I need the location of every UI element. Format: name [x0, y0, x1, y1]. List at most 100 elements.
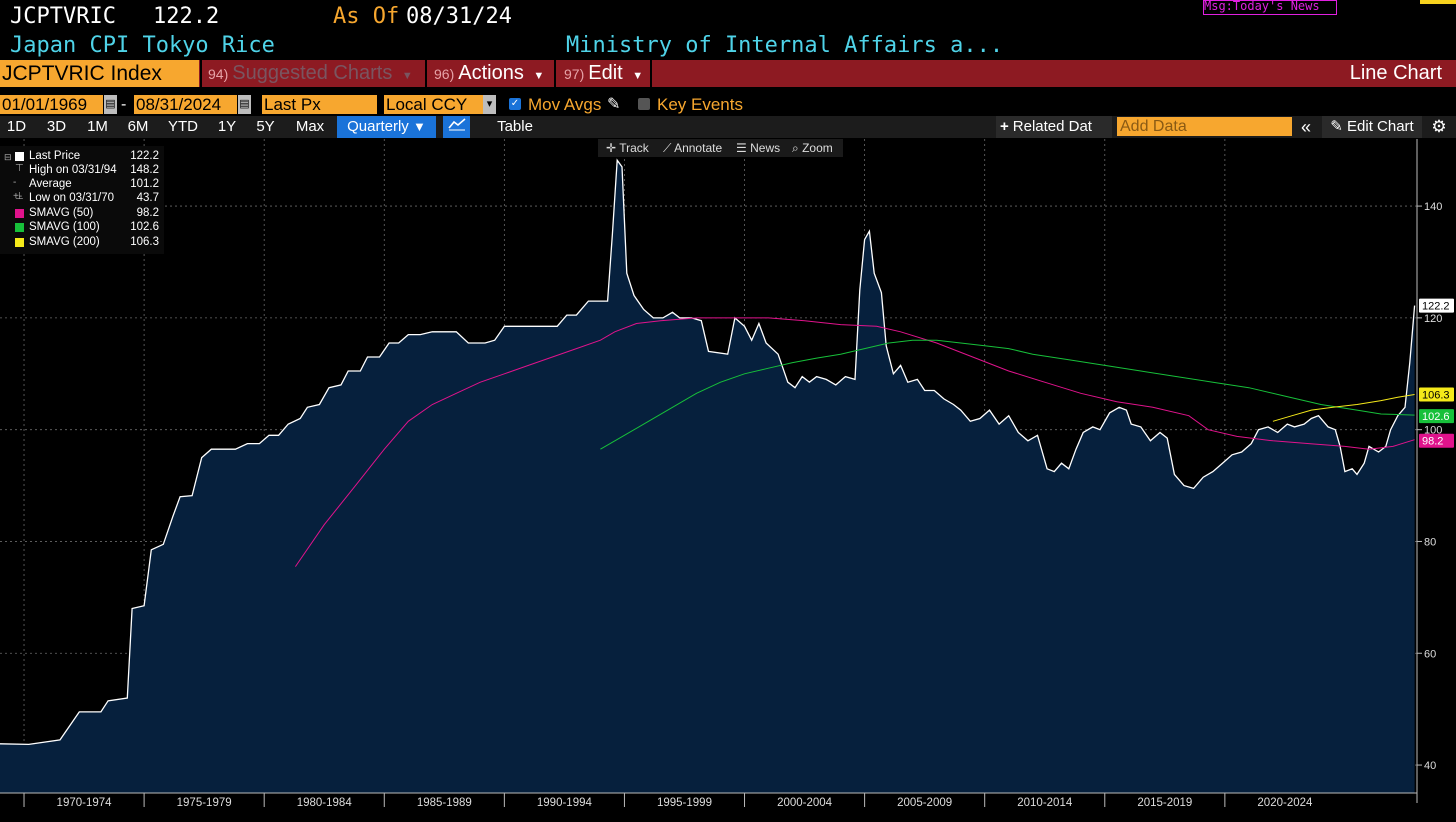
- plus-icon: +: [1000, 118, 1009, 135]
- related-data-button[interactable]: + Related Dat: [996, 116, 1112, 138]
- actions-label: Actions: [458, 62, 524, 84]
- legend-item-average: -+- Average 101.2: [0, 177, 164, 202]
- legend-label: High on 03/31/94: [29, 164, 117, 176]
- news-tool[interactable]: ☰ News: [736, 139, 780, 157]
- legend-label: Low on 03/31/70: [29, 192, 115, 204]
- legend-item-sma50[interactable]: SMAVG (50) 98.2: [0, 206, 164, 220]
- price-chart[interactable]: 40 60 80 100 120 140 1970-1974 1975-1979 1980-1…: [0, 139, 1456, 822]
- collapse-box-icon[interactable]: ⊟: [4, 152, 12, 162]
- average-marker-icon: -+-: [13, 177, 23, 202]
- news-message[interactable]: Msg:Today's News: [1203, 0, 1337, 15]
- end-value-labels: 122.2 106.3 102.6 98.2: [1419, 298, 1454, 448]
- edit-chart-label: Edit Chart: [1347, 118, 1414, 135]
- mov-avgs-label: Mov Avgs: [528, 95, 602, 114]
- range-button-max[interactable]: Max: [295, 118, 325, 135]
- range-button-3d[interactable]: 3D: [46, 118, 67, 135]
- edit-button[interactable]: 97) Edit ▼: [564, 60, 643, 87]
- end-label-box: [1419, 387, 1454, 402]
- status-indicator: [1420, 0, 1456, 4]
- y-tick-label: 140: [1424, 201, 1442, 213]
- mov-avgs-checkbox[interactable]: ✓: [509, 98, 521, 110]
- security-description: Japan CPI Tokyo Rice: [10, 33, 275, 58]
- legend-swatch: [15, 152, 24, 161]
- track-tool[interactable]: ✛ Track: [606, 139, 649, 157]
- low-marker-icon: ⊥: [15, 191, 24, 202]
- magnifier-icon: ⌕: [792, 141, 799, 155]
- range-button-ytd[interactable]: YTD: [168, 118, 198, 135]
- legend-value: 148.2: [130, 164, 159, 176]
- field-selector[interactable]: Last Px: [262, 95, 377, 114]
- high-marker-icon: ⊤: [15, 163, 24, 174]
- legend-label: Average: [29, 178, 72, 190]
- index-tab[interactable]: JCPTVRIC Index: [0, 60, 199, 87]
- legend-item-sma100[interactable]: SMAVG (100) 102.6: [0, 220, 164, 234]
- legend-value: 101.2: [130, 178, 159, 190]
- chart-view-button[interactable]: [443, 116, 470, 138]
- x-tick-label: 2010-2014: [1017, 797, 1073, 809]
- y-tick-label: 40: [1424, 760, 1436, 772]
- x-tick-label: 1975-1979: [177, 797, 232, 809]
- actions-button[interactable]: 96) Actions ▼: [434, 60, 544, 87]
- legend-label: SMAVG (50): [29, 207, 94, 219]
- y-tick-label: 100: [1424, 425, 1442, 437]
- legend-item-last-price[interactable]: ⊟ Last Price 122.2: [0, 149, 164, 163]
- currency-selector[interactable]: Local CCY: [384, 95, 483, 114]
- as-of-label: As Of: [333, 4, 400, 29]
- y-tick-label: 120: [1424, 313, 1442, 325]
- toolbar-divider: [425, 60, 427, 87]
- add-data-input[interactable]: Add Data: [1117, 117, 1292, 136]
- annotate-tool[interactable]: ⟋ Annotate: [663, 139, 722, 157]
- end-label-text: 106.3: [1422, 389, 1450, 401]
- suggested-charts-number: 94): [208, 66, 229, 82]
- range-button-5y[interactable]: 5Y: [256, 118, 275, 135]
- sma50-line: [294, 317, 1415, 567]
- x-tick-label: 1980-1984: [297, 797, 353, 809]
- range-button-1m[interactable]: 1M: [87, 118, 108, 135]
- legend-value: 106.3: [130, 236, 159, 248]
- frequency-selector[interactable]: Quarterly ▼: [337, 116, 436, 138]
- x-tick-label: 2020-2024: [1257, 797, 1313, 809]
- start-date-field[interactable]: 01/01/1969: [0, 95, 103, 114]
- toolbar-divider: [200, 60, 202, 87]
- range-button-6m[interactable]: 6M: [127, 118, 149, 135]
- news-label: News: [750, 141, 781, 155]
- y-tick-label: 80: [1424, 536, 1436, 548]
- line-chart-icon: [447, 118, 466, 131]
- legend-label: SMAVG (100): [29, 221, 100, 233]
- key-events-checkbox[interactable]: [638, 98, 650, 110]
- calendar-icon[interactable]: ▤: [238, 95, 251, 114]
- end-date-field[interactable]: 08/31/2024: [134, 95, 237, 114]
- legend-label: Last Price: [29, 150, 81, 162]
- pencil-icon[interactable]: ✎: [607, 96, 621, 113]
- end-label-box: [1419, 298, 1454, 313]
- end-label-box: [1419, 433, 1454, 448]
- end-label-text: 102.6: [1422, 411, 1450, 423]
- x-tick-label: 1995-1999: [657, 797, 712, 809]
- pencil-icon: ✎: [1330, 118, 1343, 135]
- calendar-icon[interactable]: ▤: [104, 95, 117, 114]
- range-button-1y[interactable]: 1Y: [217, 118, 237, 135]
- actions-number: 96): [434, 66, 455, 82]
- chevron-down-icon[interactable]: ▾: [483, 95, 496, 114]
- ticker-symbol: JCPTVRIC: [10, 4, 116, 29]
- end-label-text: 98.2: [1422, 436, 1443, 448]
- suggested-charts-label: Suggested Charts: [232, 62, 393, 84]
- y-tick-label: 60: [1424, 648, 1436, 660]
- legend-item-low: ⊥ Low on 03/31/70 43.7: [0, 191, 164, 205]
- chevron-down-icon: ▼: [401, 70, 413, 82]
- zoom-tool[interactable]: ⌕ Zoom: [792, 139, 833, 157]
- gear-icon[interactable]: ⚙: [1431, 117, 1447, 136]
- range-button-1d[interactable]: 1D: [6, 118, 27, 135]
- last-value: 122.2: [153, 4, 220, 29]
- chart-type-label[interactable]: Line Chart: [1349, 62, 1442, 84]
- table-button[interactable]: Table: [497, 118, 533, 135]
- legend-item-sma200[interactable]: SMAVG (200) 106.3: [0, 235, 164, 249]
- suggested-charts-button[interactable]: 94) Suggested Charts ▼: [208, 60, 413, 87]
- crosshair-icon: ✛: [606, 141, 617, 155]
- legend-value: 102.6: [130, 221, 159, 233]
- collapse-icon[interactable]: «: [1300, 117, 1311, 137]
- toolbar-divider: [554, 60, 556, 87]
- legend-swatch: [15, 209, 24, 218]
- annotate-label: Annotate: [674, 141, 723, 155]
- edit-chart-button[interactable]: ✎ Edit Chart: [1322, 116, 1422, 138]
